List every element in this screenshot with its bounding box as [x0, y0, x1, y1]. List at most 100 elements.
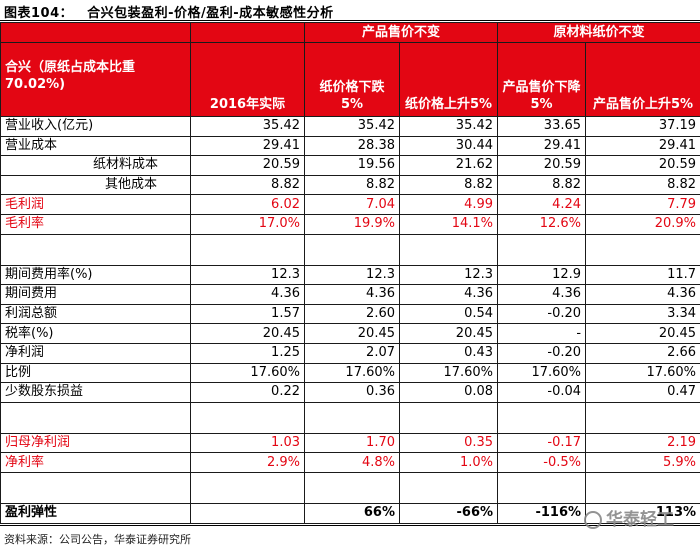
row-label: 毛利率 [0, 213, 191, 235]
table-cell: 2.19 [585, 432, 700, 454]
empty-cell [398, 233, 499, 266]
table-cell: -0.20 [497, 342, 587, 364]
table-row: 期间费用 4.36 4.36 4.36 4.36 4.36 [0, 284, 700, 305]
table-cell: 4.36 [398, 284, 499, 305]
table-cell: 12.3 [304, 264, 400, 286]
row-label: 纸材料成本 [0, 155, 191, 176]
table-cell: 29.41 [190, 135, 305, 157]
table-row: 净利润 1.25 2.07 0.43 -0.20 2.66 [0, 342, 700, 364]
table-cell: 29.41 [585, 135, 700, 157]
row-label: 其他成本 [0, 174, 191, 196]
table-row: 期间费用率(%) 12.3 12.3 12.3 12.9 11.7 [0, 264, 700, 286]
table-cell: 37.19 [585, 116, 700, 137]
table-cell: 0.54 [398, 303, 499, 325]
table-cell: 30.44 [398, 135, 499, 157]
table-cell: 35.42 [398, 116, 499, 137]
empty-cell [497, 471, 587, 504]
table-cell: 8.82 [190, 174, 305, 196]
table-body: 营业收入(亿元) 35.42 35.42 35.42 33.65 37.19 营业成本 29.… [0, 116, 700, 524]
empty-cell [0, 471, 191, 504]
header-col1: 2016年实际 [190, 42, 305, 117]
table-cell: 2.60 [304, 303, 400, 325]
table-row: 营业收入(亿元) 35.42 35.42 35.42 33.65 37.19 [0, 116, 700, 137]
table-cell: 19.56 [304, 155, 400, 176]
row-label: 期间费用 [0, 284, 191, 305]
table-cell: 1.03 [190, 432, 305, 454]
table-cell: 0.47 [585, 382, 700, 403]
table-cell: 0.35 [398, 432, 499, 454]
empty-cell [585, 233, 700, 266]
table-cell: 0.36 [304, 382, 400, 403]
table-cell: 8.82 [585, 174, 700, 196]
table-row: 毛利润 6.02 7.04 4.99 4.24 7.79 [0, 194, 700, 215]
table-cell: 1.70 [304, 432, 400, 454]
table-cell: 19.9% [304, 213, 400, 235]
table-cell: 17.60% [585, 362, 700, 384]
empty-cell [190, 233, 305, 266]
table-cell: 20.59 [497, 155, 587, 176]
table-cell: 17.60% [398, 362, 499, 384]
empty-cell [398, 471, 499, 504]
table-cell: 8.82 [398, 174, 499, 196]
table-cell: 11.7 [585, 264, 700, 286]
empty-cell [190, 401, 305, 434]
table-cell: -0.17 [497, 432, 587, 454]
empty-cell [190, 471, 305, 504]
sensitivity-table: 产品售价不变 原材料纸价不变 合兴（原纸占成本比重70.02%) 2016年实际… [0, 22, 700, 524]
table-cell: 0.43 [398, 342, 499, 364]
table-cell: 12.6% [497, 213, 587, 235]
table-cell: 4.8% [304, 452, 400, 473]
empty-cell [304, 471, 400, 504]
row-label: 毛利润 [0, 194, 191, 215]
table-cell: 20.59 [585, 155, 700, 176]
table-cell: 35.42 [190, 116, 305, 137]
table-cell: 5.9% [585, 452, 700, 473]
table-cell: 21.62 [398, 155, 499, 176]
table-cell: 7.79 [585, 194, 700, 215]
table-row: 其他成本 8.82 8.82 8.82 8.82 8.82 [0, 174, 700, 196]
empty-cell [0, 233, 191, 266]
table-cell: 4.36 [190, 284, 305, 305]
empty-cell [585, 471, 700, 504]
table-cell [190, 502, 305, 524]
table-cell: 2.66 [585, 342, 700, 364]
table-row: 归母净利润 1.03 1.70 0.35 -0.17 2.19 [0, 432, 700, 454]
table-row: 纸材料成本 20.59 19.56 21.62 20.59 20.59 [0, 155, 700, 176]
table-cell: 1.57 [190, 303, 305, 325]
top-rule [0, 20, 700, 21]
table-cell: - [497, 323, 587, 344]
empty-cell [0, 401, 191, 434]
table-row: 毛利率 17.0% 19.9% 14.1% 12.6% 20.9% [0, 213, 700, 235]
table-row: 税率(%) 20.45 20.45 20.45-20.45 [0, 323, 700, 344]
table-cell: 2.9% [190, 452, 305, 473]
header-group-paper-unchanged: 原材料纸价不变 [497, 22, 700, 43]
table-cell: -0.04 [497, 382, 587, 403]
table-cell: 4.36 [497, 284, 587, 305]
table-cell: 12.3 [398, 264, 499, 286]
table-cell: 4.24 [497, 194, 587, 215]
table-cell: 17.60% [304, 362, 400, 384]
table-cell: 28.38 [304, 135, 400, 157]
row-label: 归母净利润 [0, 432, 191, 454]
table-cell: 3.34 [585, 303, 700, 325]
header-group-row: 产品售价不变 原材料纸价不变 [0, 22, 700, 43]
bottom-rule [0, 525, 700, 526]
table-cell: 0.08 [398, 382, 499, 403]
table-cell: 33.65 [497, 116, 587, 137]
table-row: 利润总额 1.57 2.60 0.54 -0.20 3.34 [0, 303, 700, 325]
wechat-icon [584, 511, 602, 529]
table-cell: 17.60% [497, 362, 587, 384]
table-row: 净利率 2.9% 4.8% 1.0% -0.5% 5.9% [0, 452, 700, 473]
row-label: 少数股东损益 [0, 382, 191, 403]
table-cell: -0.5% [497, 452, 587, 473]
row-label: 税率(%) [0, 323, 191, 344]
empty-cell [585, 401, 700, 434]
table-cell: 8.82 [304, 174, 400, 196]
spacer-row [0, 401, 700, 434]
empty-cell [304, 401, 400, 434]
row-label: 期间费用率(%) [0, 264, 191, 286]
header-blank [0, 22, 191, 43]
header-group-price-unchanged: 产品售价不变 [303, 22, 499, 43]
table-cell: 20.9% [585, 213, 700, 235]
table-cell: 17.60% [190, 362, 305, 384]
